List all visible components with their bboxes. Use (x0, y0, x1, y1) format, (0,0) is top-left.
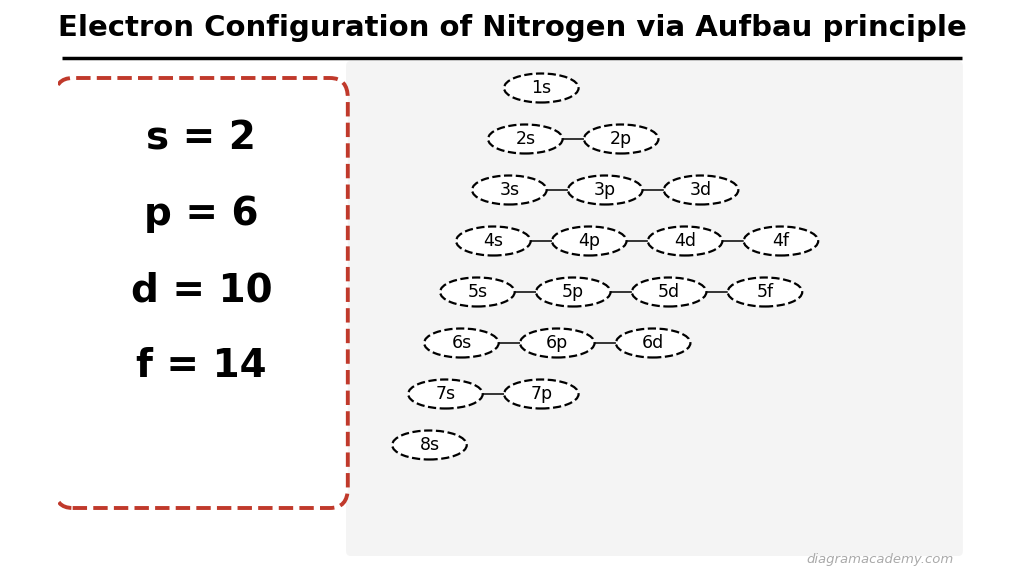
Ellipse shape (504, 380, 579, 408)
Text: d = 10: d = 10 (130, 271, 272, 309)
Text: diagramacademy.com: diagramacademy.com (807, 553, 954, 566)
Ellipse shape (615, 328, 690, 358)
Text: 7s: 7s (435, 385, 456, 403)
Text: 4d: 4d (674, 232, 696, 250)
Text: 5p: 5p (562, 283, 585, 301)
Ellipse shape (743, 226, 818, 256)
Text: p = 6: p = 6 (144, 195, 259, 233)
Ellipse shape (664, 176, 738, 204)
Text: 6d: 6d (642, 334, 665, 352)
Ellipse shape (632, 278, 707, 306)
Text: 2p: 2p (610, 130, 632, 148)
Text: 3p: 3p (594, 181, 616, 199)
Ellipse shape (728, 278, 802, 306)
Text: 7p: 7p (530, 385, 552, 403)
Ellipse shape (488, 124, 562, 153)
Ellipse shape (440, 278, 515, 306)
Ellipse shape (424, 328, 499, 358)
Ellipse shape (456, 226, 530, 256)
Text: 1s: 1s (531, 79, 551, 97)
Ellipse shape (648, 226, 722, 256)
Text: 5d: 5d (658, 283, 680, 301)
Text: Electron Configuration of Nitrogen via Aufbau principle: Electron Configuration of Nitrogen via A… (57, 14, 967, 42)
Text: 5s: 5s (467, 283, 487, 301)
FancyBboxPatch shape (55, 78, 348, 508)
FancyBboxPatch shape (346, 61, 963, 556)
Text: 6p: 6p (546, 334, 568, 352)
Text: 4p: 4p (579, 232, 600, 250)
Text: 6s: 6s (452, 334, 471, 352)
Text: 8s: 8s (420, 436, 439, 454)
Text: 3d: 3d (690, 181, 712, 199)
Ellipse shape (392, 430, 467, 460)
Ellipse shape (472, 176, 547, 204)
Text: 2s: 2s (515, 130, 536, 148)
Text: f = 14: f = 14 (136, 347, 266, 385)
Text: 4f: 4f (772, 232, 790, 250)
Text: 3s: 3s (500, 181, 519, 199)
Ellipse shape (536, 278, 610, 306)
Ellipse shape (584, 124, 658, 153)
Ellipse shape (504, 74, 579, 103)
Ellipse shape (552, 226, 627, 256)
Text: 5f: 5f (757, 283, 773, 301)
Text: 4s: 4s (483, 232, 504, 250)
Text: s = 2: s = 2 (146, 119, 256, 157)
Ellipse shape (409, 380, 482, 408)
Ellipse shape (568, 176, 642, 204)
Ellipse shape (520, 328, 595, 358)
